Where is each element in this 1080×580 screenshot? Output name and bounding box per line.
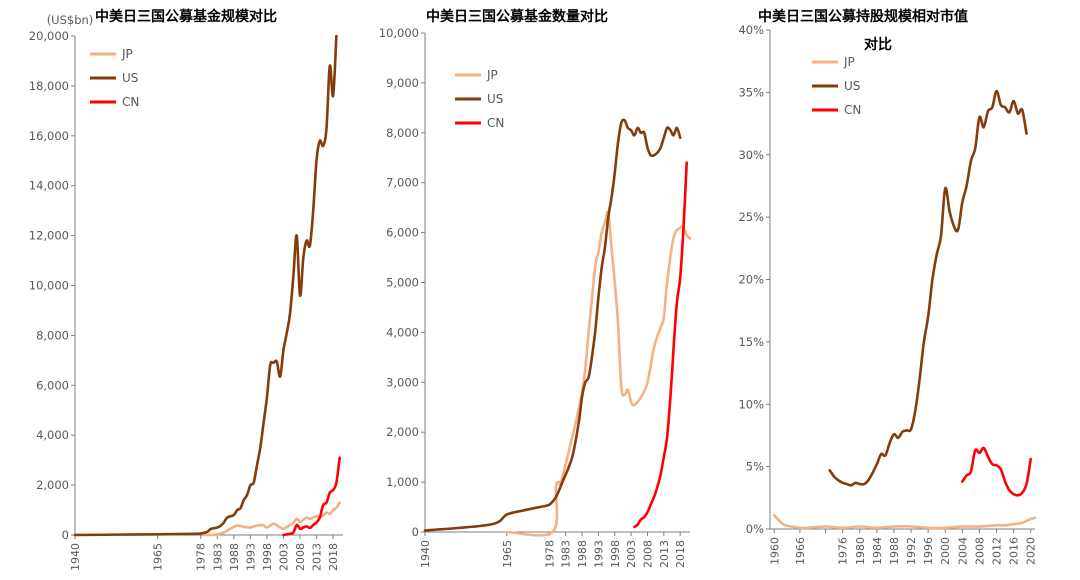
- x-tick-label: 1960: [768, 537, 781, 565]
- y-tick-label: 3,000: [386, 375, 419, 389]
- x-tick-label: 2003: [277, 543, 290, 571]
- holding-ratio-chart: 0% 5% 10% 15% 20% 25% 30% 35% 40% 1960 1966 1976 198…: [738, 23, 1038, 565]
- legend-label-jp: JP: [843, 55, 855, 69]
- fund-size-chart: 0 2,000 4,000 6,000 8,000 10,000 12,000 14,000 1…: [29, 13, 343, 571]
- y-tick-label: 10,000: [379, 26, 419, 40]
- x-tick-label: 1992: [905, 537, 918, 565]
- series-line-cn: [961, 446, 1032, 497]
- x-tick-label: 1940: [419, 540, 432, 568]
- y-tick-label: 0: [412, 525, 419, 539]
- x-tick-label: 2000: [939, 537, 952, 565]
- y-tick-label: 4,000: [36, 428, 69, 442]
- y-tick-label: 18,000: [29, 79, 69, 93]
- x-tick-label: 2004: [956, 537, 969, 565]
- y-axis-unit-label: (US$bn): [47, 13, 94, 27]
- x-tick-label: 2018: [327, 543, 340, 571]
- y-tick-label: 8,000: [386, 126, 419, 140]
- x-tick-label: 1993: [244, 543, 257, 571]
- y-tick-label: 15%: [738, 335, 764, 349]
- x-tick-label: 1965: [501, 540, 514, 568]
- series-line-cn: [282, 456, 341, 537]
- legend-label-jp: JP: [486, 68, 498, 82]
- chart-panel-fund-count: 中美日三国公募基金数量对比 0 1,000 2,000 3,000 4,000 5,000…: [360, 0, 705, 580]
- x-tick-label: 1988: [888, 537, 901, 565]
- chart-title: 中美日三国公募基金规模对比: [95, 9, 277, 25]
- x-tick-label: 1978: [195, 543, 208, 571]
- x-tick-label: 2013: [311, 543, 324, 571]
- x-tick-label: 1965: [152, 543, 165, 571]
- y-tick-label: 5,000: [386, 276, 419, 290]
- y-tick-label: 2,000: [386, 425, 419, 439]
- legend-label-cn: CN: [487, 116, 504, 130]
- x-tick-label: 1988: [228, 543, 241, 571]
- x-tick-label: 1983: [560, 540, 573, 568]
- x-tick-label: 2008: [973, 537, 986, 565]
- x-tick-label: 2008: [641, 540, 654, 568]
- x-tick-label: 1993: [592, 540, 605, 568]
- x-tick-label: 1940: [69, 543, 82, 571]
- fund-count-chart: 0 1,000 2,000 3,000 4,000 5,000 6,000 7,000 8,00…: [379, 26, 692, 568]
- y-tick-label: 10%: [738, 397, 764, 411]
- y-tick-label: 12,000: [29, 229, 69, 243]
- x-tick-label: 1984: [871, 537, 884, 565]
- series-line-jp: [773, 514, 1037, 530]
- series-line-us: [828, 89, 1028, 487]
- x-tick-label: 1988: [576, 540, 589, 568]
- y-tick-label: 10,000: [29, 279, 69, 293]
- x-tick-label: 2020: [1025, 537, 1038, 565]
- series-line-cn: [633, 161, 688, 529]
- y-tick-label: 16,000: [29, 129, 69, 143]
- y-tick-label: 6,000: [386, 226, 419, 240]
- x-tick-label: 1976: [837, 537, 850, 565]
- y-tick-label: 14,000: [29, 179, 69, 193]
- series-line-jp: [202, 501, 341, 537]
- legend-label-us: US: [122, 71, 138, 85]
- x-tick-label: 2018: [674, 540, 687, 568]
- x-tick-label: 1996: [922, 537, 935, 565]
- x-tick-label: 1978: [543, 540, 556, 568]
- y-tick-label: 0%: [746, 522, 764, 536]
- y-tick-label: 8,000: [36, 328, 69, 342]
- y-tick-label: 5%: [746, 460, 764, 474]
- y-tick-label: 20%: [738, 273, 764, 287]
- legend-label-cn: CN: [844, 103, 861, 117]
- y-tick-label: 30%: [738, 148, 764, 162]
- x-tick-label: 1983: [211, 543, 224, 571]
- y-tick-label: 2,000: [36, 478, 69, 492]
- y-tick-label: 35%: [738, 85, 764, 99]
- x-tick-label: 1998: [609, 540, 622, 568]
- y-tick-label: 4,000: [386, 325, 419, 339]
- chart-title-line2: 对比: [864, 37, 892, 53]
- chart-panel-holding-ratio: 中美日三国公募持股规模相对市值 对比 0% 5% 10% 15% 20% 25% 30% 35…: [710, 0, 1080, 580]
- x-tick-label: 2016: [1008, 537, 1021, 565]
- chart-panel-fund-size: 中美日三国公募基金规模对比 0 2,000 4,000 6,000 8,000 10,00…: [0, 0, 355, 580]
- x-tick-label: 2008: [294, 543, 307, 571]
- y-tick-label: 1,000: [386, 475, 419, 489]
- y-tick-label: 7,000: [386, 176, 419, 190]
- y-tick-label: 0: [62, 528, 69, 542]
- y-tick-label: 40%: [738, 23, 764, 37]
- legend-label-cn: CN: [122, 95, 139, 109]
- x-tick-label: 1998: [261, 543, 274, 571]
- y-tick-label: 9,000: [386, 76, 419, 90]
- series-line-us: [73, 34, 338, 537]
- series-line-us: [423, 118, 682, 532]
- y-tick-label: 20,000: [29, 29, 69, 43]
- x-tick-label: 1966: [794, 537, 807, 565]
- chart-title: 中美日三国公募持股规模相对市值: [758, 9, 968, 25]
- x-tick-label: 2003: [625, 540, 638, 568]
- y-tick-label: 6,000: [36, 378, 69, 392]
- y-tick-label: 25%: [738, 210, 764, 224]
- x-tick-label: 2012: [991, 537, 1004, 565]
- chart-title: 中美日三国公募基金数量对比: [426, 9, 608, 25]
- series-line-jp: [505, 210, 692, 537]
- legend-label-jp: JP: [121, 47, 133, 61]
- legend-label-us: US: [487, 92, 503, 106]
- x-tick-label: 1980: [854, 537, 867, 565]
- legend-label-us: US: [844, 79, 860, 93]
- x-tick-label: 2013: [658, 540, 671, 568]
